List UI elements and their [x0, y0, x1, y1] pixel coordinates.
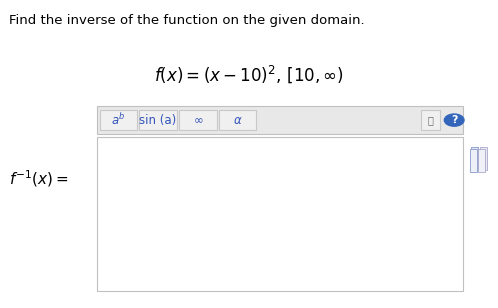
Text: $f(x) = (x - 10)^2, \,[10, \infty)$: $f(x) = (x - 10)^2, \,[10, \infty)$ [154, 63, 344, 85]
FancyBboxPatch shape [470, 149, 477, 172]
Text: Find the inverse of the function on the given domain.: Find the inverse of the function on the … [9, 14, 365, 27]
FancyBboxPatch shape [97, 137, 463, 291]
Text: $\infty$: $\infty$ [193, 114, 203, 127]
Text: $a^b$: $a^b$ [111, 112, 125, 128]
FancyBboxPatch shape [478, 149, 485, 172]
Text: sin (a): sin (a) [139, 114, 177, 127]
FancyBboxPatch shape [100, 110, 137, 130]
FancyBboxPatch shape [471, 147, 478, 170]
Circle shape [444, 114, 464, 126]
Text: $\alpha$: $\alpha$ [233, 114, 243, 127]
Text: $f^{-1}(x) =$: $f^{-1}(x) =$ [9, 168, 69, 189]
FancyBboxPatch shape [480, 147, 487, 170]
Text: ?: ? [451, 115, 458, 125]
FancyBboxPatch shape [97, 106, 463, 134]
FancyBboxPatch shape [421, 110, 440, 130]
Text: 🗑: 🗑 [427, 115, 433, 125]
FancyBboxPatch shape [139, 110, 177, 130]
FancyBboxPatch shape [179, 110, 217, 130]
FancyBboxPatch shape [219, 110, 256, 130]
